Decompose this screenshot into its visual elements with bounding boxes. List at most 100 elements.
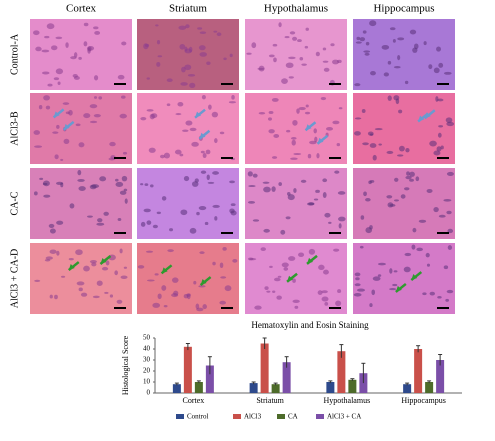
y-tick-label: 0 [147, 389, 151, 397]
cell-nucleus [185, 24, 190, 29]
cell-nucleus [42, 180, 50, 187]
cell-nucleus [365, 227, 373, 234]
micrograph-bg [137, 93, 239, 164]
cell-nucleus [123, 266, 128, 269]
cell-nucleus [123, 188, 128, 192]
cell-nucleus [101, 266, 109, 271]
cell-nucleus [87, 215, 93, 218]
cell-nucleus [359, 245, 364, 249]
cell-nucleus [447, 245, 453, 250]
y-tick-label: 50 [143, 334, 151, 342]
cell-nucleus [300, 179, 307, 183]
cell-nucleus [445, 298, 449, 302]
cell-nucleus [214, 216, 218, 221]
cell-nucleus [78, 186, 86, 191]
cell-nucleus [54, 154, 59, 160]
cell-nucleus [445, 117, 453, 123]
cell-nucleus [336, 143, 341, 147]
cell-nucleus [394, 177, 399, 182]
cell-nucleus [223, 57, 227, 61]
legend-label: Control [187, 413, 208, 421]
cell-nucleus [333, 248, 340, 252]
cell-nucleus [78, 142, 85, 148]
cell-nucleus [365, 41, 370, 46]
cell-nucleus [281, 262, 289, 268]
cell-nucleus [83, 265, 90, 272]
cell-nucleus [324, 301, 329, 306]
column-header: Striatum [169, 3, 207, 15]
cell-nucleus [433, 67, 440, 74]
cell-nucleus [154, 273, 159, 276]
cell-nucleus [318, 264, 325, 270]
bar [337, 351, 346, 393]
column-header: Hippocampus [373, 3, 434, 15]
bar [194, 382, 203, 393]
cell-nucleus [121, 41, 127, 46]
cell-nucleus [369, 143, 377, 148]
cell-nucleus [437, 98, 444, 102]
cell-nucleus [309, 140, 317, 145]
cell-nucleus [400, 194, 406, 199]
cell-nucleus [62, 102, 70, 105]
cell-nucleus [267, 117, 272, 121]
cell-nucleus [196, 211, 200, 216]
cell-nucleus [104, 291, 109, 294]
cell-nucleus [412, 47, 418, 53]
cell-nucleus [89, 259, 97, 264]
cell-nucleus [200, 150, 205, 154]
cell-nucleus [274, 277, 281, 282]
cell-nucleus [57, 81, 61, 85]
cell-nucleus [230, 210, 237, 216]
cell-nucleus [372, 276, 381, 281]
cell-nucleus [199, 251, 205, 255]
cell-nucleus [93, 96, 98, 99]
cell-nucleus [397, 154, 404, 157]
cell-nucleus [322, 178, 328, 183]
cell-nucleus [146, 109, 154, 112]
cell-nucleus [446, 171, 454, 176]
cell-nucleus [196, 307, 204, 312]
cell-nucleus [148, 147, 156, 153]
micrograph-bg [30, 168, 132, 239]
cell-nucleus [387, 60, 392, 65]
cell-nucleus [269, 265, 273, 268]
micrograph [137, 243, 239, 314]
cell-nucleus [230, 203, 236, 207]
cell-nucleus [155, 24, 159, 27]
cell-nucleus [438, 125, 444, 128]
micrograph-bg [353, 243, 455, 314]
cell-nucleus [291, 136, 297, 140]
bar [205, 365, 214, 393]
cell-nucleus [56, 124, 60, 129]
cell-nucleus [305, 27, 309, 31]
cell-nucleus [369, 20, 377, 27]
cell-nucleus [313, 198, 319, 201]
cell-nucleus [177, 101, 184, 107]
cell-nucleus [304, 45, 309, 49]
legend-label: CA [288, 413, 298, 421]
cell-nucleus [338, 216, 346, 222]
cell-nucleus [317, 290, 323, 295]
cell-nucleus [42, 71, 50, 75]
cell-nucleus [446, 289, 454, 294]
cell-nucleus [68, 258, 74, 261]
y-tick-label: 20 [143, 367, 151, 375]
micrograph-bg [245, 243, 347, 314]
cell-nucleus [199, 31, 207, 35]
cell-nucleus [412, 227, 417, 233]
cell-nucleus [43, 194, 51, 198]
cell-nucleus [409, 178, 414, 182]
bar [172, 384, 181, 393]
cell-nucleus [247, 171, 253, 177]
cell-nucleus [252, 173, 258, 178]
cell-nucleus [360, 215, 365, 220]
cell-nucleus [184, 48, 192, 54]
cell-nucleus [338, 107, 343, 110]
cell-nucleus [89, 120, 98, 124]
cell-nucleus [115, 178, 119, 182]
cell-nucleus [65, 42, 69, 48]
cell-nucleus [337, 59, 342, 64]
cell-nucleus [398, 145, 405, 152]
cell-nucleus [263, 228, 270, 233]
cell-nucleus [41, 49, 50, 53]
